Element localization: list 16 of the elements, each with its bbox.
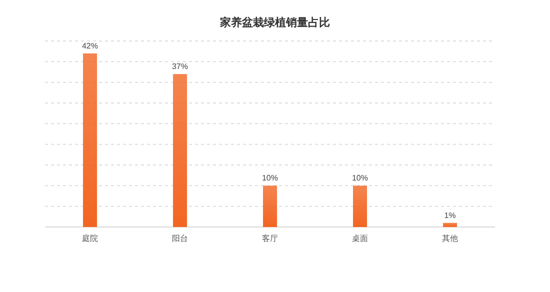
bar <box>173 74 187 227</box>
bar <box>83 53 97 227</box>
x-tick-label: 其他 <box>442 234 458 243</box>
bar <box>353 186 367 227</box>
data-label: 10% <box>352 174 368 183</box>
x-tick-label: 阳台 <box>172 234 188 243</box>
x-tick-label: 客厅 <box>262 234 278 243</box>
x-tick-label: 庭院 <box>82 234 98 243</box>
data-label: 10% <box>262 174 278 183</box>
bar <box>263 186 277 227</box>
bar <box>443 222 457 227</box>
data-label: 42% <box>82 41 98 50</box>
chart-title: 家养盆栽绿植销量占比 <box>219 16 330 29</box>
data-label: 37% <box>172 62 188 72</box>
data-label: 1% <box>444 210 456 220</box>
x-tick-label: 桌面 <box>352 234 368 243</box>
